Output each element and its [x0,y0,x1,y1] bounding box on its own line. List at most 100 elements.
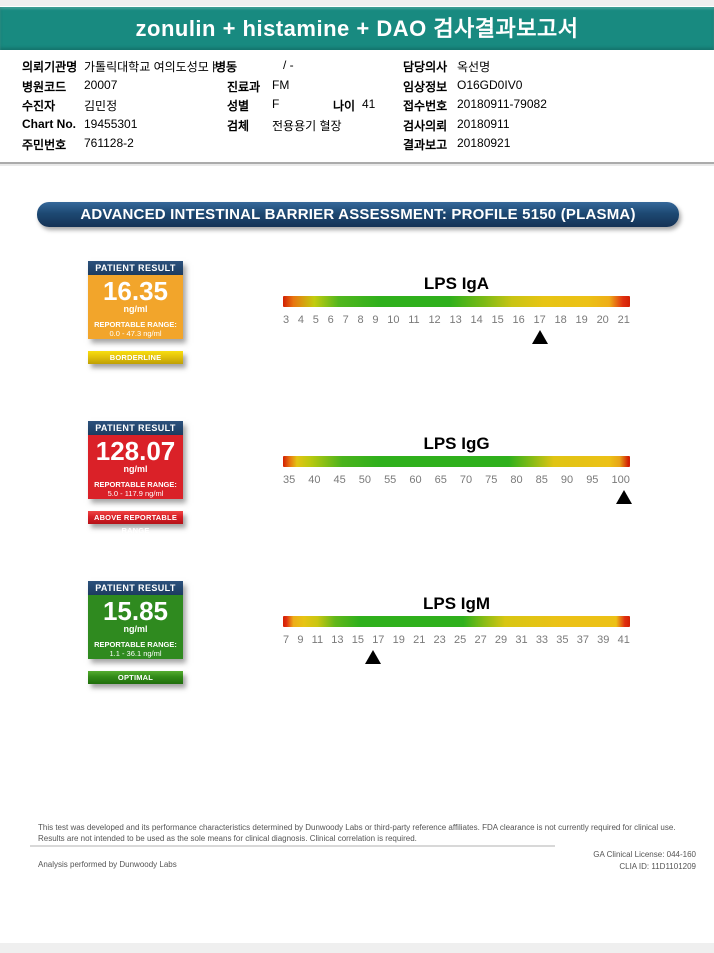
result-section-lps-igg: PATIENT RESULT 128.07 ng/ml REPORTABLE R… [0,421,714,571]
field-label: 결과보고 [403,138,448,152]
status-badge: BORDERLINE [88,351,183,364]
field-value: 전용용기 혈장 [272,119,342,133]
scale-lps-igm: LPS IgM 7 9 11 13 15 17 19 21 23 25 27 29 31 33 35 37 39… [283,594,630,666]
range-label: REPORTABLE RANGE: [94,640,177,649]
tick-label: 11 [408,314,420,326]
result-marker-triangle [616,490,633,504]
tick-label: 39 [597,634,610,646]
tick-label: 95 [586,474,599,486]
disclaimer-line-1: This test was developed and its performa… [38,823,676,832]
scale-ticks: 3 4 5 6 7 8 9 10 11 12 13 14 15 16 17 18 19 20 21 [283,314,630,326]
field-value: 옥선명 [457,60,491,74]
result-value: 128.07 [95,436,176,466]
field-value: FM [272,78,290,92]
tick-label: 12 [428,314,441,326]
tick-label: 8 [357,314,364,326]
scale-lps-igg: LPS IgG 35 40 45 50 55 60 65 70 75 80 85 90 95 100 [283,434,633,506]
result-value: 15.85 [102,596,169,626]
result-card: PATIENT RESULT 16.35 ng/ml REPORTABLE RA… [88,261,183,339]
tick-label: 80 [510,474,523,486]
field-value: 41 [362,97,376,111]
field-value: 20007 [84,78,118,92]
patient-result-panel: PATIENT RESULT 128.07 ng/ml REPORTABLE R… [88,421,183,535]
range-value: 5.0 - 117.9 ng/ml [107,489,164,498]
patient-result-header: PATIENT RESULT [88,261,183,275]
tick-label: 60 [409,474,422,486]
tick-label: 13 [449,314,462,326]
field-value: 김민정 [84,99,118,113]
field-value: O16GD0IV0 [457,78,523,92]
marker-row [283,330,630,346]
result-section-lps-igm: PATIENT RESULT 15.85 ng/ml REPORTABLE RA… [0,581,714,731]
result-unit: ng/ml [123,464,148,474]
tick-label: 65 [434,474,447,486]
tick-label: 9 [372,314,379,326]
tick-label: 90 [560,474,574,486]
scale-title: LPS IgA [423,274,490,293]
assessment-banner-title: ADVANCED INTESTINAL BARRIER ASSESSMENT: … [80,206,636,223]
marker-row [283,650,630,666]
footer-divider [30,845,555,847]
field-value: F [272,97,280,111]
section-divider [0,162,714,164]
patient-result-panel: PATIENT RESULT 15.85 ng/ml REPORTABLE RA… [88,581,183,684]
tick-label: 14 [470,314,483,326]
result-value: 16.35 [102,276,169,306]
tick-label: 9 [297,634,304,646]
field-value: 가톨릭대학교 여의도성모ㅑ [84,60,220,74]
result-unit: ng/ml [123,304,148,314]
field-value: 20180921 [457,136,511,150]
ga-license: GA Clinical License: 044-160 [593,850,696,859]
report-header: zonulin + histamine + DAO 검사결과보고서 [0,7,714,50]
tick-label: 37 [576,634,589,646]
tick-label: 20 [596,314,609,326]
tick-label: 5 [312,314,319,326]
field-label: 병동 [215,60,238,74]
field-value: 761128-2 [84,136,134,150]
tick-label: 15 [351,634,364,646]
license-block: GA Clinical License: 044-160 CLIA ID: 11… [593,849,696,873]
top-strip [0,0,714,6]
tick-label: 21 [617,314,630,326]
scale-lps-iga: LPS IgA 3 4 5 6 7 8 9 10 11 12 13 14 15 16 17 18 19 20 21 [283,274,630,346]
range-label: REPORTABLE RANGE: [94,480,177,489]
field-label: 진료과 [227,80,261,94]
tick-label: 17 [372,634,385,646]
marker-row [283,490,633,506]
tick-label: 33 [535,634,549,646]
field-label: 담당의사 [403,60,448,74]
tick-label: 15 [491,314,504,326]
tick-label: 85 [535,474,548,486]
tick-label: 35 [556,634,569,646]
scale-title: LPS IgM [422,594,491,613]
tick-label: 31 [515,634,528,646]
gradient-scale-bar [283,616,630,627]
tick-label: 70 [459,474,473,486]
tick-label: 7 [283,634,290,646]
result-card: PATIENT RESULT 128.07 ng/ml REPORTABLE R… [88,421,183,499]
result-unit: ng/ml [123,624,148,634]
field-value: 20180911-79082 [457,97,547,111]
tick-label: 6 [327,314,334,326]
tick-label: 19 [392,634,405,646]
tick-label: 50 [358,474,372,486]
result-section-lps-iga: PATIENT RESULT 16.35 ng/ml REPORTABLE RA… [0,261,714,411]
disclaimer: This test was developed and its performa… [38,822,690,844]
field-label: 검체 [227,119,250,133]
field-value: 19455301 [84,117,138,131]
assessment-banner: ADVANCED INTESTINAL BARRIER ASSESSMENT: … [37,202,679,227]
tick-label: 75 [485,474,498,486]
gradient-scale-bar [283,296,630,307]
clia-id: CLIA ID: 11D1101209 [619,862,696,871]
tick-label: 21 [413,634,426,646]
tick-label: 3 [283,314,290,326]
tick-label: 19 [575,314,588,326]
range-label: REPORTABLE RANGE: [94,320,177,329]
tick-label: 10 [387,314,400,326]
result-value-box: 16.35 ng/ml REPORTABLE RANGE: 0.0 - 47.3… [88,275,183,339]
range-value: 0.0 - 47.3 ng/ml [109,329,162,338]
disclaimer-line-2: Results are not intended to be used as t… [38,834,417,843]
result-card: PATIENT RESULT 15.85 ng/ml REPORTABLE RA… [88,581,183,659]
tick-label: 17 [533,314,546,326]
